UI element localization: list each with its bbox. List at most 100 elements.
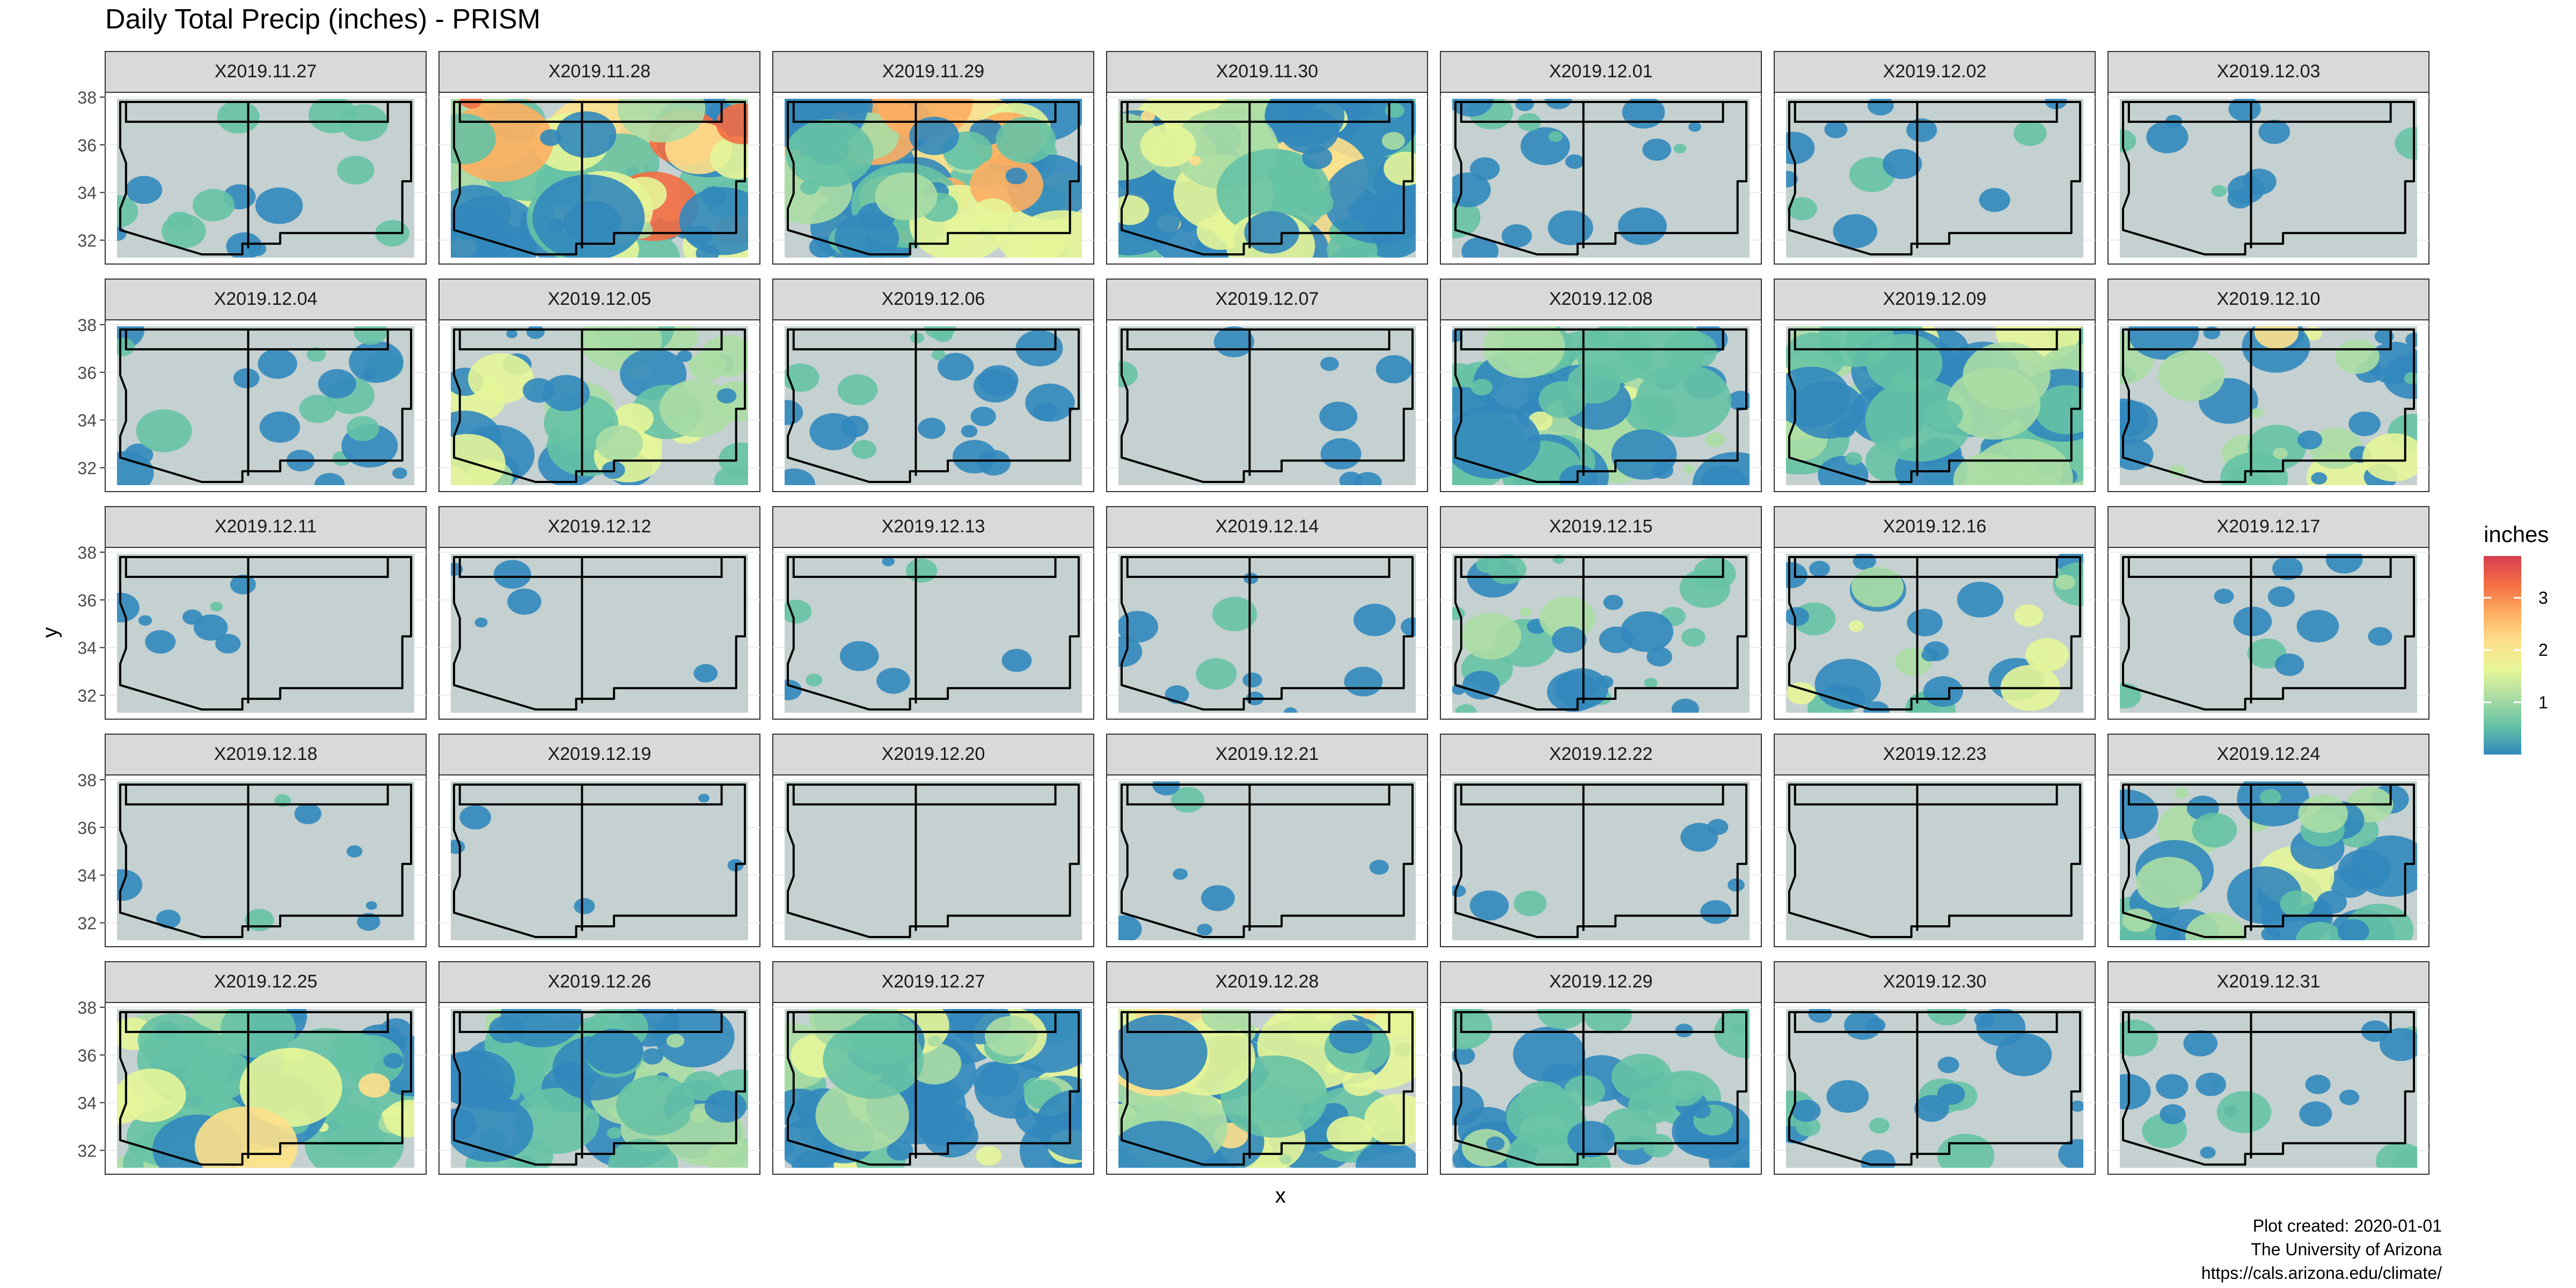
state-boundary bbox=[1121, 556, 1414, 711]
state-boundary bbox=[787, 1011, 1080, 1166]
facet-label: X2019.11.29 bbox=[882, 61, 984, 82]
precip-cell bbox=[1692, 1103, 1711, 1118]
precip-cell bbox=[1455, 704, 1477, 713]
precip-cell bbox=[1675, 1023, 1693, 1038]
precip-cell bbox=[383, 1053, 404, 1069]
precip-cell bbox=[2338, 849, 2391, 890]
precip-cell bbox=[806, 674, 823, 687]
facet-panel: X2019.12.18 32 34 36 38 bbox=[77, 734, 427, 947]
facet-panel: X2019.12.20 bbox=[772, 734, 1094, 947]
precip-cell bbox=[2339, 1089, 2360, 1106]
facet-strip bbox=[2107, 961, 2429, 1003]
precip-cell bbox=[182, 609, 202, 625]
facet-panel: X2019.12.09 bbox=[1774, 279, 2096, 492]
precip-cell bbox=[1786, 367, 1851, 427]
precip-cell bbox=[1140, 111, 1155, 122]
facet-label: X2019.12.31 bbox=[2217, 971, 2321, 992]
precip-cell bbox=[1548, 131, 1563, 142]
state-boundary-north bbox=[125, 102, 389, 123]
state-boundary-north bbox=[458, 102, 723, 123]
y-tick-label: 38 bbox=[77, 316, 97, 335]
legend-colorbar bbox=[2484, 556, 2521, 755]
precip-cell bbox=[1622, 99, 1665, 129]
precip-cell bbox=[1611, 1053, 1672, 1101]
precip-cell bbox=[654, 1009, 735, 1067]
facet-label: X2019.12.08 bbox=[1549, 289, 1653, 309]
precip-cell bbox=[1728, 391, 1750, 411]
precip-cell bbox=[1212, 597, 1257, 632]
state-boundary bbox=[2122, 101, 2415, 255]
state-boundary bbox=[1454, 1011, 1747, 1166]
state-boundary bbox=[1788, 556, 2081, 711]
precip-cell bbox=[616, 1075, 695, 1136]
precip-cell bbox=[2200, 1146, 2216, 1159]
precip-cell bbox=[785, 363, 819, 392]
precip-cell bbox=[1515, 99, 1534, 112]
precip-cell bbox=[882, 557, 895, 567]
precip-cell bbox=[1518, 1081, 1568, 1119]
facet-panel: X2019.12.14 bbox=[1106, 506, 1428, 720]
precip-cell bbox=[1701, 465, 1747, 485]
precip-cell bbox=[215, 634, 241, 654]
precip-cell bbox=[194, 1106, 298, 1168]
precip-cell bbox=[2380, 1028, 2417, 1062]
precip-cell bbox=[1683, 464, 1695, 474]
precip-cell bbox=[2267, 586, 2295, 608]
precip-field bbox=[451, 99, 748, 258]
precip-cell bbox=[977, 450, 1011, 476]
state-boundary-north bbox=[792, 785, 1057, 806]
precip-cell bbox=[2120, 438, 2154, 471]
precip-field bbox=[1786, 99, 2067, 248]
precip-cell bbox=[996, 116, 1056, 164]
precip-cell bbox=[1708, 1138, 1750, 1168]
y-tick-label: 38 bbox=[77, 88, 97, 107]
precip-field bbox=[785, 99, 1082, 258]
precip-cell bbox=[606, 1127, 622, 1139]
facet-panel: X2019.12.01 bbox=[1440, 51, 1762, 265]
facet-panel: X2019.12.22 bbox=[1440, 734, 1762, 947]
precip-cell bbox=[910, 332, 925, 343]
facet-strip bbox=[438, 51, 760, 93]
precip-cell bbox=[354, 326, 387, 345]
precip-cell bbox=[1452, 405, 1541, 479]
state-boundary bbox=[2122, 328, 2415, 483]
state-boundary bbox=[2122, 556, 2415, 711]
state-boundary-north bbox=[1460, 330, 1724, 350]
y-tick-label: 34 bbox=[77, 184, 97, 203]
facet-panel: X2019.12.29 bbox=[1440, 961, 1762, 1175]
precip-cell bbox=[2296, 610, 2339, 643]
precip-cell bbox=[2025, 638, 2069, 672]
precip-cell bbox=[1462, 670, 1500, 700]
precip-cell bbox=[306, 347, 326, 362]
precip-cell bbox=[2160, 1104, 2186, 1124]
precip-cell bbox=[1015, 330, 1063, 367]
precip-cell bbox=[193, 614, 228, 641]
precip-field bbox=[1786, 554, 2083, 713]
precip-cell bbox=[1486, 1136, 1505, 1151]
state-boundary-north bbox=[1794, 785, 2058, 806]
precip-cell bbox=[1969, 438, 2073, 485]
precip-cell bbox=[1361, 1009, 1377, 1020]
precip-cell bbox=[230, 574, 256, 595]
state-boundary-north bbox=[1460, 1012, 1724, 1033]
facet-strip bbox=[1774, 279, 2096, 320]
state-boundary bbox=[787, 556, 1080, 711]
precip-cell bbox=[677, 350, 692, 362]
y-tick-label: 32 bbox=[77, 914, 97, 933]
precip-cell bbox=[2220, 452, 2288, 485]
precip-cell bbox=[679, 187, 748, 255]
state-boundary-north bbox=[125, 785, 389, 806]
precip-cell bbox=[1385, 103, 1404, 118]
precip-cell bbox=[299, 394, 336, 423]
precip-cell bbox=[1675, 329, 1692, 342]
precip-cell bbox=[1196, 658, 1237, 690]
precip-cell bbox=[2298, 794, 2348, 833]
precip-cell bbox=[700, 186, 727, 207]
precip-field bbox=[451, 560, 718, 683]
facet-panel: X2019.12.23 bbox=[1774, 734, 2096, 947]
state-boundary-north bbox=[2127, 330, 2392, 350]
precip-field bbox=[1118, 781, 1389, 940]
facet-label: X2019.11.27 bbox=[215, 61, 317, 82]
state-boundary bbox=[453, 784, 746, 938]
state-boundary bbox=[453, 328, 746, 483]
